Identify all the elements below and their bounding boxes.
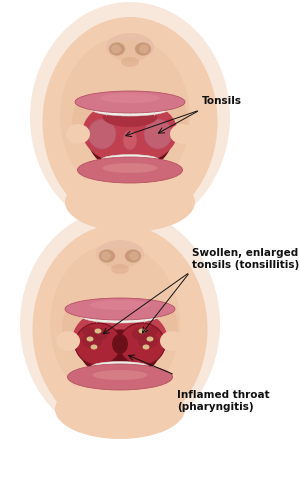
Ellipse shape xyxy=(73,307,167,372)
Ellipse shape xyxy=(32,224,208,434)
Ellipse shape xyxy=(170,124,194,144)
Ellipse shape xyxy=(101,155,159,165)
Ellipse shape xyxy=(55,379,185,439)
Ellipse shape xyxy=(91,345,98,349)
Ellipse shape xyxy=(30,2,230,232)
Ellipse shape xyxy=(65,298,175,320)
Ellipse shape xyxy=(112,40,148,62)
Ellipse shape xyxy=(88,119,116,149)
Ellipse shape xyxy=(135,42,151,55)
Ellipse shape xyxy=(96,240,144,268)
Ellipse shape xyxy=(92,370,148,380)
Ellipse shape xyxy=(146,336,154,342)
Ellipse shape xyxy=(94,329,101,334)
Ellipse shape xyxy=(102,247,138,269)
Ellipse shape xyxy=(158,307,178,351)
Ellipse shape xyxy=(90,300,150,310)
Ellipse shape xyxy=(101,252,111,260)
Ellipse shape xyxy=(91,362,149,373)
Ellipse shape xyxy=(139,44,149,54)
Ellipse shape xyxy=(43,17,217,227)
Ellipse shape xyxy=(125,250,141,263)
Ellipse shape xyxy=(82,334,102,348)
Text: Swollen, enlarged
tonsils (tonsillitis): Swollen, enlarged tonsils (tonsillitis) xyxy=(192,248,299,270)
Ellipse shape xyxy=(121,57,139,67)
Ellipse shape xyxy=(112,334,128,354)
Ellipse shape xyxy=(82,326,94,335)
Ellipse shape xyxy=(75,323,121,365)
Ellipse shape xyxy=(146,326,158,335)
Ellipse shape xyxy=(142,345,149,349)
Ellipse shape xyxy=(86,336,94,342)
Ellipse shape xyxy=(77,157,182,183)
Ellipse shape xyxy=(72,99,92,145)
Ellipse shape xyxy=(144,119,172,149)
Ellipse shape xyxy=(106,33,154,61)
Ellipse shape xyxy=(119,323,165,365)
Ellipse shape xyxy=(81,309,159,323)
Ellipse shape xyxy=(100,93,160,103)
Ellipse shape xyxy=(77,309,163,379)
Ellipse shape xyxy=(138,334,158,348)
Ellipse shape xyxy=(139,329,145,334)
Ellipse shape xyxy=(123,130,137,150)
Ellipse shape xyxy=(91,102,169,116)
Text: Tonsils: Tonsils xyxy=(202,96,242,106)
Ellipse shape xyxy=(50,244,180,404)
Ellipse shape xyxy=(62,307,82,351)
Ellipse shape xyxy=(20,209,220,439)
Ellipse shape xyxy=(56,331,80,351)
Ellipse shape xyxy=(88,102,172,172)
Ellipse shape xyxy=(66,124,90,144)
Ellipse shape xyxy=(160,331,184,351)
Ellipse shape xyxy=(129,252,139,260)
Ellipse shape xyxy=(111,264,129,274)
Ellipse shape xyxy=(103,163,158,173)
Ellipse shape xyxy=(68,364,172,390)
Ellipse shape xyxy=(168,99,188,145)
Ellipse shape xyxy=(132,328,148,340)
Ellipse shape xyxy=(109,42,125,55)
Ellipse shape xyxy=(75,91,185,113)
Ellipse shape xyxy=(99,250,115,263)
Ellipse shape xyxy=(92,328,108,340)
Text: Inflamed throat
(pharyngitis): Inflamed throat (pharyngitis) xyxy=(177,390,270,413)
Ellipse shape xyxy=(103,107,158,127)
Ellipse shape xyxy=(111,44,121,54)
Ellipse shape xyxy=(65,172,195,232)
Ellipse shape xyxy=(82,99,178,164)
Ellipse shape xyxy=(94,330,146,364)
Ellipse shape xyxy=(60,37,190,197)
